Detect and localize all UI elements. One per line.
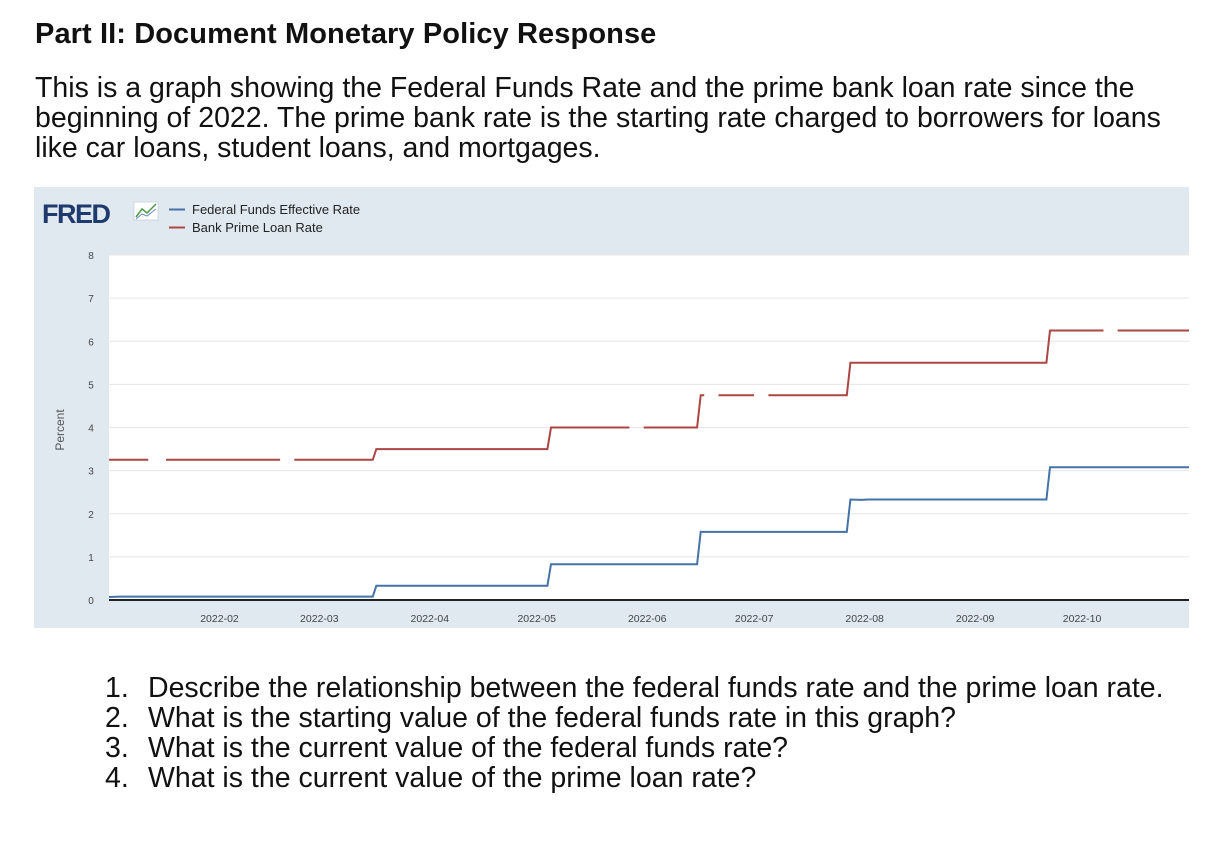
chart-series [108, 329, 1189, 598]
series-federal-funds-effective-rate [108, 466, 1189, 598]
series-line-segment [643, 394, 705, 429]
series-line-segment [294, 426, 630, 461]
fred-chart: FRED Federal Funds Effective Rate Bank P… [34, 187, 1189, 628]
x-tick-label: 2022-08 [845, 613, 884, 625]
fred-logo-graph-icon [133, 201, 159, 221]
y-axis-ticks: 0 1 2 3 4 5 6 7 8 [88, 251, 94, 607]
fred-logo: FRED [42, 199, 111, 229]
question-text: What is the starting value of the federa… [148, 702, 956, 734]
series-line-segment [768, 329, 1104, 397]
x-tick-label: 2022-10 [1063, 613, 1102, 625]
question-item: 3. What is the current value of the feder… [105, 733, 1195, 763]
question-item: 1. Describe the relationship between the … [105, 673, 1195, 703]
y-tick-label: 5 [88, 380, 94, 391]
y-tick-label: 7 [88, 294, 94, 305]
page-heading: Part II: Document Monetary Policy Respon… [35, 18, 657, 50]
legend-label-federal-funds: Federal Funds Effective Rate [192, 202, 360, 217]
x-tick-label: 2022-06 [628, 613, 667, 625]
y-tick-label: 2 [88, 510, 94, 521]
question-number: 3. [105, 732, 129, 764]
y-tick-label: 8 [88, 251, 94, 262]
x-tick-label: 2022-02 [200, 613, 239, 625]
x-tick-label: 2022-04 [411, 613, 450, 625]
question-item: 4. What is the current value of the prime… [105, 763, 1195, 793]
series-bank-prime-loan-rate [109, 329, 1189, 461]
x-tick-label: 2022-07 [735, 613, 774, 625]
legend-label-prime-rate: Bank Prime Loan Rate [192, 220, 323, 235]
question-text: Describe the relationship between the fe… [148, 672, 1164, 704]
x-axis-ticks: 2022-02 2022-03 2022-04 2022-05 2022-06 2022-… [200, 613, 1101, 625]
question-number: 2. [105, 702, 129, 734]
y-tick-label: 3 [88, 467, 94, 478]
question-text: What is the current value of the prime l… [148, 762, 757, 794]
intro-paragraph: This is a graph showing the Federal Fund… [35, 72, 1161, 164]
x-tick-label: 2022-09 [956, 613, 995, 625]
x-tick-label: 2022-03 [300, 613, 339, 625]
question-list: 1. Describe the relationship between the … [105, 673, 1195, 793]
question-number: 1. [105, 672, 129, 704]
chart-legend: Federal Funds Effective Rate Bank Prime … [169, 202, 360, 235]
series-line-segment [108, 466, 1189, 598]
question-item: 2. What is the starting value of the fede… [105, 703, 1195, 733]
question-number: 4. [105, 762, 129, 794]
question-text: What is the current value of the federal… [148, 732, 789, 764]
y-tick-label: 6 [88, 337, 94, 348]
chart-svg: FRED Federal Funds Effective Rate Bank P… [42, 199, 1189, 625]
y-tick-label: 1 [88, 553, 94, 564]
y-axis-title: Percent [53, 409, 67, 451]
y-tick-label: 0 [88, 596, 94, 607]
x-tick-label: 2022-05 [517, 613, 556, 625]
y-tick-label: 4 [88, 424, 94, 435]
gridlines [109, 254, 1189, 558]
